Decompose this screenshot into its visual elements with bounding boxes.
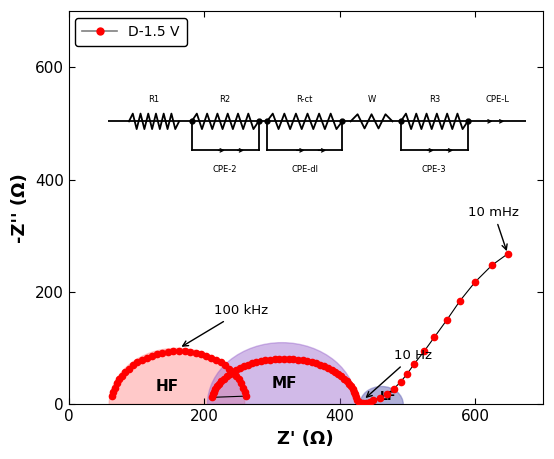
- Text: CPE-3: CPE-3: [422, 165, 447, 174]
- Text: W: W: [367, 95, 376, 104]
- Text: 100 kHz: 100 kHz: [183, 304, 268, 346]
- Text: R1: R1: [148, 95, 160, 104]
- Y-axis label: -Z'' (Ω): -Z'' (Ω): [11, 173, 29, 243]
- X-axis label: Z' (Ω): Z' (Ω): [278, 430, 334, 448]
- Text: 10 mHz: 10 mHz: [468, 206, 519, 250]
- Text: CPE-2: CPE-2: [213, 165, 238, 174]
- Text: MF: MF: [271, 375, 297, 391]
- Text: CPE-L: CPE-L: [485, 95, 509, 104]
- Text: 10 Hz: 10 Hz: [367, 349, 432, 397]
- Wedge shape: [360, 386, 403, 404]
- Wedge shape: [207, 343, 357, 404]
- Text: R2: R2: [219, 95, 230, 104]
- Text: HF: HF: [155, 379, 178, 394]
- Text: CPE-dl: CPE-dl: [291, 165, 318, 174]
- Text: R3: R3: [429, 95, 440, 104]
- Wedge shape: [109, 348, 245, 404]
- Text: R-ct: R-ct: [296, 95, 313, 104]
- Text: LF: LF: [380, 390, 397, 403]
- Legend: D-1.5 V: D-1.5 V: [75, 18, 187, 46]
